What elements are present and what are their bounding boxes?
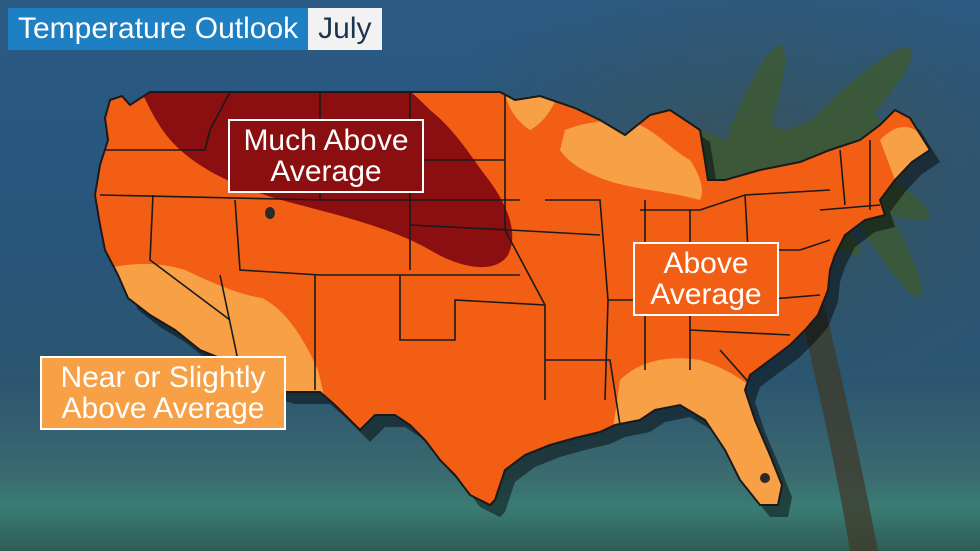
month-label: July — [308, 8, 382, 50]
label-line-2: Average — [650, 278, 762, 311]
label-near-or-slightly-above-average: Near or Slightly Above Average — [40, 356, 286, 430]
title-bar: Temperature Outlook July — [8, 8, 382, 50]
label-line-1: Above — [663, 247, 749, 280]
region-near-average-southeast — [600, 358, 800, 505]
page-title: Temperature Outlook — [8, 8, 309, 50]
label-much-above-average: Much Above Average — [228, 119, 424, 193]
label-line-2: Average — [270, 155, 382, 188]
region-near-average-great-lakes — [560, 120, 702, 200]
lake-okeechobee — [760, 473, 770, 483]
label-above-average: Above Average — [633, 242, 779, 316]
label-line-1: Much Above — [243, 124, 409, 157]
region-near-average-minnesota — [505, 92, 560, 130]
label-line-1: Near or Slightly — [60, 361, 266, 394]
great-salt-lake — [265, 207, 275, 219]
label-line-2: Above Average — [61, 392, 265, 425]
